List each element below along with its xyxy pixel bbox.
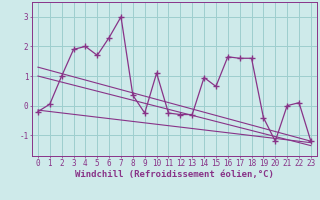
X-axis label: Windchill (Refroidissement éolien,°C): Windchill (Refroidissement éolien,°C) (75, 170, 274, 179)
